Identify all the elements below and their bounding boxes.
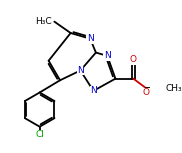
Text: H₃C: H₃C (35, 17, 52, 26)
Text: O: O (143, 88, 150, 97)
Text: Cl: Cl (35, 130, 44, 139)
Text: CH₃: CH₃ (166, 84, 182, 93)
Text: N: N (104, 51, 111, 60)
Text: N: N (87, 34, 94, 43)
Text: N: N (77, 66, 84, 75)
Text: O: O (130, 55, 137, 64)
Text: N: N (90, 86, 97, 95)
